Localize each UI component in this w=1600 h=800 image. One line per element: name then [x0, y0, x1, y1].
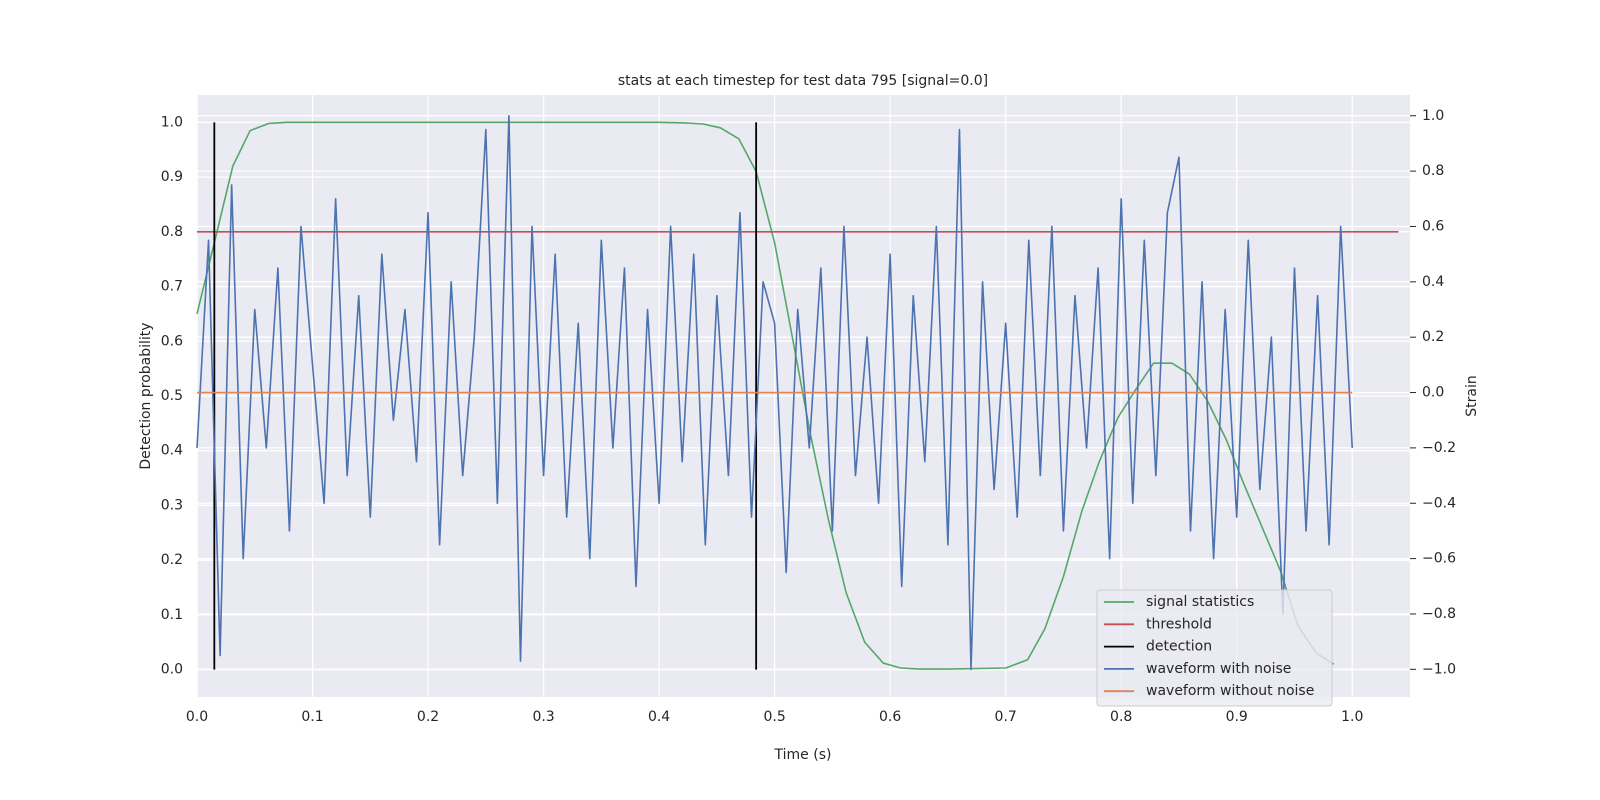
y2-tick-label: 0.8 [1422, 163, 1444, 179]
y-tick-label: 0.0 [161, 662, 183, 678]
x-tick-label: 0.1 [301, 709, 323, 725]
x-tick-label: 0.6 [879, 709, 901, 725]
y-tick-label: 0.3 [161, 497, 183, 513]
y-tick-label: 0.5 [161, 388, 183, 404]
legend-label: waveform with noise [1146, 661, 1291, 677]
y-tick-label: 1.0 [161, 114, 183, 130]
x-tick-label: 0.8 [1110, 709, 1132, 725]
y-tick-label: 0.2 [161, 552, 183, 568]
series-line [196, 114, 1354, 671]
legend-label: waveform without noise [1146, 683, 1314, 699]
x-tick-label: 0.4 [648, 709, 670, 725]
y2-tick-label: 0.6 [1422, 218, 1444, 234]
y2-tick-label: −0.6 [1422, 551, 1456, 567]
legend-label: signal statistics [1146, 594, 1254, 610]
y2-tick-label: 1.0 [1422, 108, 1444, 124]
y2-tick-label: −0.2 [1422, 440, 1456, 456]
y2-tick-label: 0.2 [1422, 329, 1444, 345]
x-axis-label: Time (s) [774, 747, 832, 763]
series-line [196, 121, 1335, 670]
y2-tick-label: 0.0 [1422, 385, 1444, 401]
y-tick-label: 0.8 [161, 224, 183, 240]
y-tick-label: 0.6 [161, 333, 183, 349]
legend: signal statistics threshold detection wavef… [1096, 589, 1333, 707]
y2-tick-label: −0.8 [1422, 606, 1456, 622]
y-tick-label: 0.4 [161, 443, 183, 459]
x-tick-label: 0.3 [532, 709, 554, 725]
marks [196, 114, 1399, 671]
x-tick-label: 1.0 [1341, 709, 1363, 725]
x-tick-label: 0.2 [417, 709, 439, 725]
legend-box [1096, 589, 1333, 707]
y-tick-label: 0.7 [161, 279, 183, 295]
y-tick-label: 0.1 [161, 607, 183, 623]
y2-tick-label: −0.4 [1422, 495, 1456, 511]
x-tick-label: 0.0 [186, 709, 208, 725]
x-tick-label: 0.5 [763, 709, 785, 725]
y2-tick-label: 0.4 [1422, 274, 1444, 290]
y-tick-label: 0.9 [161, 169, 183, 185]
chart-title: stats at each timestep for test data 795… [618, 73, 988, 89]
x-tick-label: 0.9 [1226, 709, 1248, 725]
legend-label: detection [1146, 639, 1212, 655]
x-tick-label: 0.7 [995, 709, 1017, 725]
y2-tick-label: −1.0 [1422, 661, 1456, 677]
y-axis-label: Detection probability [138, 322, 154, 469]
y2-axis-label: Strain [1464, 375, 1480, 416]
legend-label: threshold [1146, 616, 1212, 632]
